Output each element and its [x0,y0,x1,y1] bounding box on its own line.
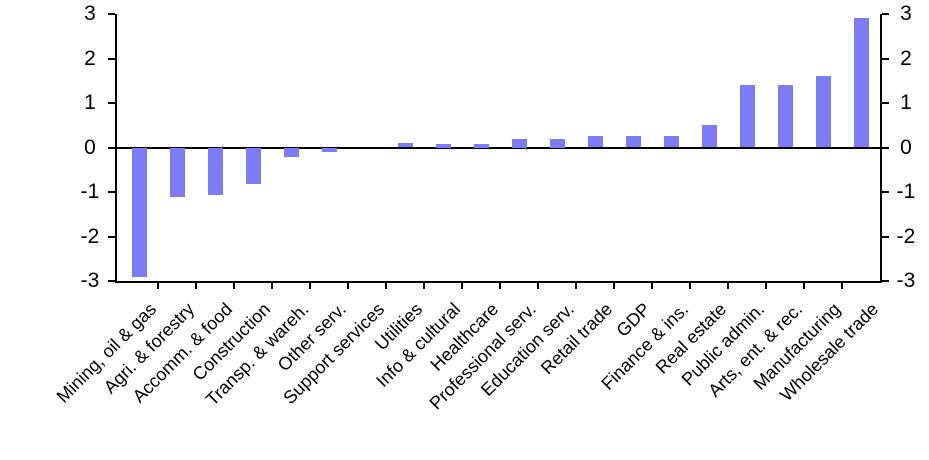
zero-baseline [117,147,880,149]
x-tick [157,283,159,289]
y-tick-label-right: 3 [900,2,912,25]
x-tick [765,283,767,289]
y-tick-right [882,236,889,238]
y-tick-left [108,102,115,104]
x-tick [423,283,425,289]
x-tick [537,283,539,289]
x-tick [499,283,501,289]
y-tick-label-left: 3 [84,2,96,25]
y-tick-label-right: 1 [900,91,912,114]
y-tick-right [882,191,889,193]
x-axis [115,281,882,283]
x-tick [689,283,691,289]
x-tick [347,283,349,289]
y-tick-right [882,13,889,15]
x-tick [385,283,387,289]
bar [740,85,755,147]
y-tick-label-right: 2 [900,47,912,70]
y-tick-left [108,147,115,149]
y-tick-label-left: 1 [84,91,96,114]
bar [398,143,413,147]
y-tick-label-left: -3 [80,269,100,292]
y-tick-label-right: -3 [896,269,916,292]
x-tick [233,283,235,289]
y-tick-label-right: -2 [896,225,916,248]
bar [474,144,489,148]
x-tick [271,283,273,289]
y-tick-left [108,58,115,60]
x-tick [727,283,729,289]
y-tick-right [882,102,889,104]
bar [664,136,679,147]
x-tick [195,283,197,289]
y-tick-label-right: -1 [896,180,916,203]
y-tick-right [882,280,889,282]
x-tick [841,283,843,289]
y-tick-right [882,147,889,149]
x-tick [613,283,615,289]
y-tick-label-left: 0 [84,136,96,159]
x-tick [575,283,577,289]
y-tick-right [882,58,889,60]
bar [170,148,185,197]
y-tick-left [108,236,115,238]
bar [436,144,451,148]
y-tick-left [108,191,115,193]
x-tick [651,283,653,289]
x-tick [309,283,311,289]
bar [208,148,223,195]
x-tick [803,283,805,289]
bar [132,148,147,277]
x-tick [461,283,463,289]
bar [702,125,717,147]
bar [512,139,527,148]
bar [854,18,869,147]
bar [322,148,337,152]
bar [778,85,793,147]
y-axis-right [880,14,882,283]
bar [550,139,565,148]
y-tick-label-right: 0 [900,136,912,159]
bar [816,76,831,147]
bar [284,148,299,157]
y-axis-left [115,14,117,283]
y-tick-left [108,13,115,15]
y-tick-label-left: -2 [80,225,100,248]
y-tick-label-left: -1 [80,180,100,203]
bar [588,136,603,147]
y-tick-left [108,280,115,282]
y-tick-label-left: 2 [84,47,96,70]
bar [626,136,641,147]
bar [246,148,261,184]
